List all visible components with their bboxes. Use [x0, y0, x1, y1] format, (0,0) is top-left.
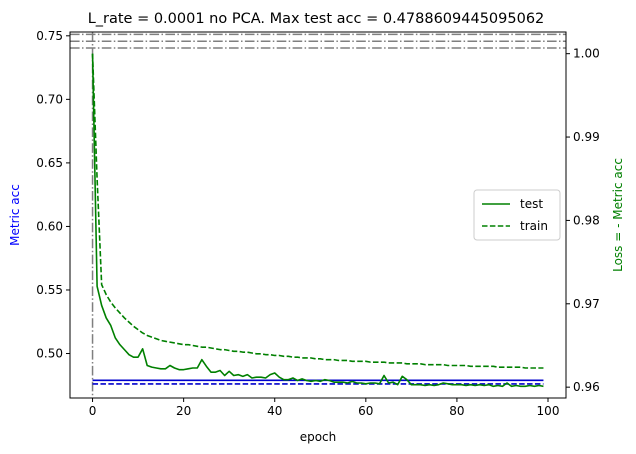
- legend: test train: [473, 189, 561, 241]
- legend-box: [473, 189, 561, 241]
- axes: 0 20 40 60 80 100 0.50 0.55 0.60 0.65 0.70 0.75 0.96…: [36, 29, 599, 418]
- x-tick-label: 60: [358, 404, 373, 418]
- left-axis-title: Metric acc: [8, 184, 22, 246]
- x-tick-label: 40: [267, 404, 282, 418]
- x-axis-title: epoch: [300, 430, 337, 444]
- x-tick-label: 80: [449, 404, 464, 418]
- series-line-train: [91, 53, 544, 369]
- legend-train-label: train: [520, 219, 548, 233]
- legend-test-label: test: [520, 197, 543, 211]
- plot-area: [70, 32, 566, 398]
- left-y-tick-label: 0.75: [36, 29, 63, 43]
- right-y-tick-label: 0.98: [573, 213, 600, 227]
- left-y-tick-label: 0.65: [36, 156, 63, 170]
- chart-title: L_rate = 0.0001 no PCA. Max test acc = 0…: [88, 11, 545, 27]
- left-y-tick-label: 0.55: [36, 283, 63, 297]
- right-y-tick-label: 0.99: [573, 130, 600, 144]
- left-y-tick-label: 0.60: [36, 219, 63, 233]
- series-line-test: [91, 53, 544, 388]
- plot-frame: [69, 31, 567, 399]
- left-y-tick-label: 0.50: [36, 347, 63, 361]
- right-y-tick-label: 1.00: [573, 47, 600, 61]
- right-y-tick-label: 0.96: [573, 380, 600, 394]
- x-tick-label: 20: [176, 404, 191, 418]
- right-axis-title: Loss = - Metric acc: [611, 158, 625, 272]
- x-tick-label: 100: [537, 404, 560, 418]
- right-y-tick-label: 0.97: [573, 297, 600, 311]
- x-tick-label: 0: [89, 404, 97, 418]
- left-y-tick-label: 0.70: [36, 92, 63, 106]
